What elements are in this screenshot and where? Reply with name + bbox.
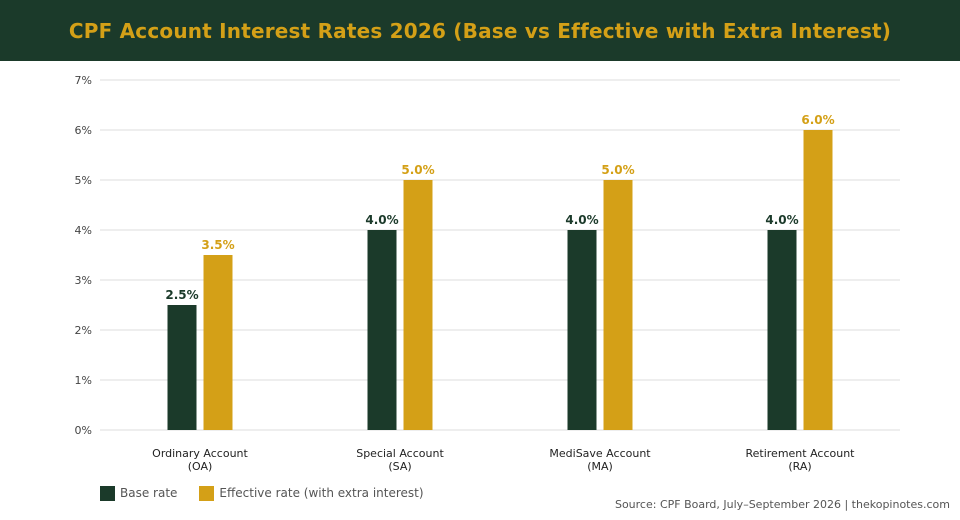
- y-tick-label: 3%: [75, 274, 92, 287]
- data-label-base: 2.5%: [165, 288, 198, 302]
- x-category-label: Retirement Account: [745, 447, 855, 460]
- x-category-label: (OA): [188, 460, 213, 473]
- x-category-label: Special Account: [356, 447, 444, 460]
- legend-item-effective: Effective rate (with extra interest): [199, 485, 424, 501]
- y-tick-label: 6%: [75, 124, 92, 137]
- title-bar: CPF Account Interest Rates 2026 (Base vs…: [0, 0, 960, 61]
- bar-base: [767, 230, 797, 430]
- bar-base: [167, 305, 197, 430]
- grid-lines: [100, 79, 900, 431]
- data-label-base: 4.0%: [565, 213, 598, 227]
- x-axis-categories: Ordinary Account(OA) Special Account(SA) M…: [152, 447, 855, 473]
- y-axis-ticks: 0% 1% 2% 3% 4% 5% 6% 7%: [75, 74, 92, 437]
- x-category-label: (RA): [788, 460, 811, 473]
- bar-base: [367, 230, 397, 430]
- chart-title: CPF Account Interest Rates 2026 (Base vs…: [68, 18, 892, 43]
- legend-item-base: Base rate: [100, 485, 178, 501]
- data-label-effective: 6.0%: [801, 113, 834, 127]
- y-tick-label: 7%: [75, 74, 92, 87]
- bar-effective: [403, 180, 433, 430]
- x-category-label: (MA): [587, 460, 613, 473]
- legend-label-base: Base rate: [120, 486, 178, 500]
- y-tick-label: 1%: [75, 374, 92, 387]
- y-tick-label: 0%: [75, 424, 92, 437]
- bar-chart: 0% 1% 2% 3% 4% 5% 6% 7% 2.5% 3.5% 4.0% 5.0% 4.0% 5.0…: [75, 74, 900, 473]
- x-category-label: (SA): [388, 460, 411, 473]
- legend-label-effective: Effective rate (with extra interest): [219, 486, 424, 500]
- bar-effective: [803, 130, 833, 430]
- bar-base: [567, 230, 597, 430]
- data-label-base: 4.0%: [365, 213, 398, 227]
- y-tick-label: 4%: [75, 224, 92, 237]
- x-category-label: MediSave Account: [549, 447, 651, 460]
- data-label-base: 4.0%: [765, 213, 798, 227]
- data-label-effective: 5.0%: [601, 163, 634, 177]
- data-label-effective: 3.5%: [201, 238, 234, 252]
- bar-effective: [603, 180, 633, 430]
- legend-swatch-base: [100, 485, 115, 501]
- legend-swatch-effective: [199, 485, 215, 501]
- source-note: Source: CPF Board, July–September 2026 |…: [614, 498, 950, 511]
- x-category-label: Ordinary Account: [152, 447, 248, 460]
- data-label-effective: 5.0%: [401, 163, 434, 177]
- value-labels: 2.5% 3.5% 4.0% 5.0% 4.0% 5.0% 4.0% 6.0%: [165, 113, 834, 302]
- y-tick-label: 2%: [75, 324, 92, 337]
- legend: Base rate Effective rate (with extra int…: [100, 485, 446, 501]
- bar-effective: [203, 255, 233, 430]
- bars: [167, 130, 833, 430]
- y-tick-label: 5%: [75, 174, 92, 187]
